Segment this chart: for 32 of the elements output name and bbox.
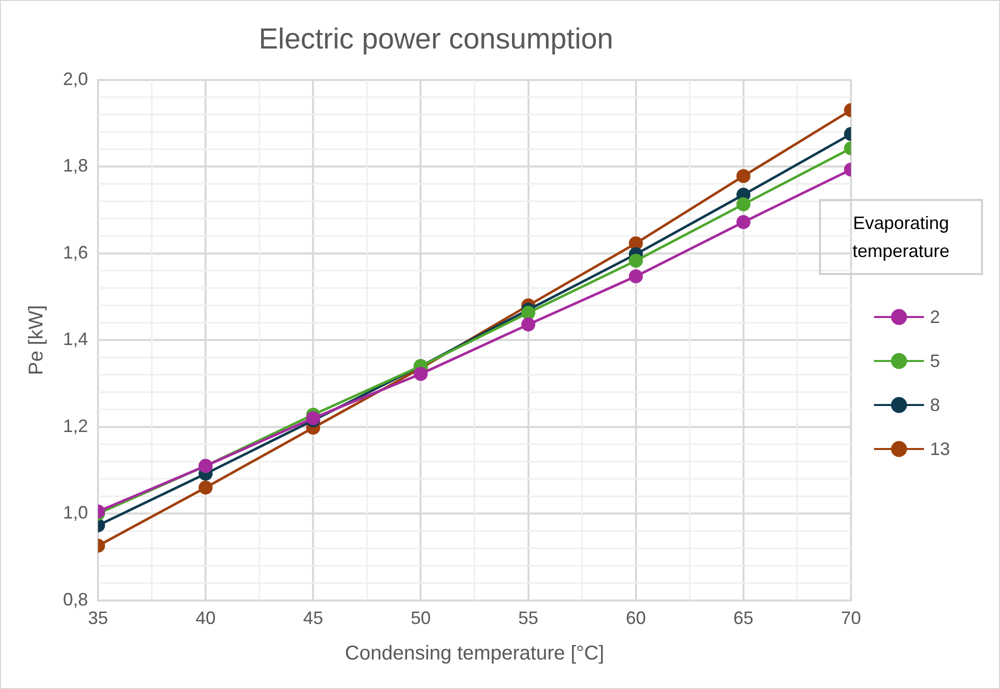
x-tick-label: 55 xyxy=(518,608,538,628)
legend-title: Evaporating temperature xyxy=(819,199,983,275)
x-tick-label: 60 xyxy=(626,608,646,628)
chart-title: Electric power consumption xyxy=(258,23,614,56)
point xyxy=(521,317,536,332)
point xyxy=(736,215,750,230)
x-tick-label: 40 xyxy=(196,608,216,628)
x-tick-label: 70 xyxy=(840,608,862,628)
point xyxy=(628,269,643,284)
legend-label: 8 xyxy=(930,394,940,416)
point xyxy=(521,306,536,320)
y-tick-label: 1,8 xyxy=(62,156,88,176)
y-tick-label: 1,0 xyxy=(62,502,88,523)
point xyxy=(414,366,428,381)
x-tick-label: 45 xyxy=(303,608,324,628)
x-tick-label: 35 xyxy=(88,608,108,628)
x-tick-label: 50 xyxy=(410,608,431,628)
point xyxy=(198,480,213,495)
point xyxy=(736,197,750,212)
x-tick-label: 65 xyxy=(733,608,754,628)
y-tick-label: 2,0 xyxy=(62,68,88,89)
point xyxy=(628,254,643,268)
y-tick-label: 1,2 xyxy=(62,416,88,436)
point xyxy=(736,169,750,184)
legend-label: 13 xyxy=(930,438,950,460)
y-tick-label: 1,6 xyxy=(62,242,88,262)
y-tick-label: 0,8 xyxy=(62,589,88,610)
y-tick-label: 1,4 xyxy=(62,329,88,350)
y-axis-title: Pe [kW] xyxy=(26,305,48,376)
legend-label: 5 xyxy=(930,350,940,372)
legend-label: 2 xyxy=(930,306,940,328)
x-axis-title: Condensing temperature [°C] xyxy=(344,642,604,665)
